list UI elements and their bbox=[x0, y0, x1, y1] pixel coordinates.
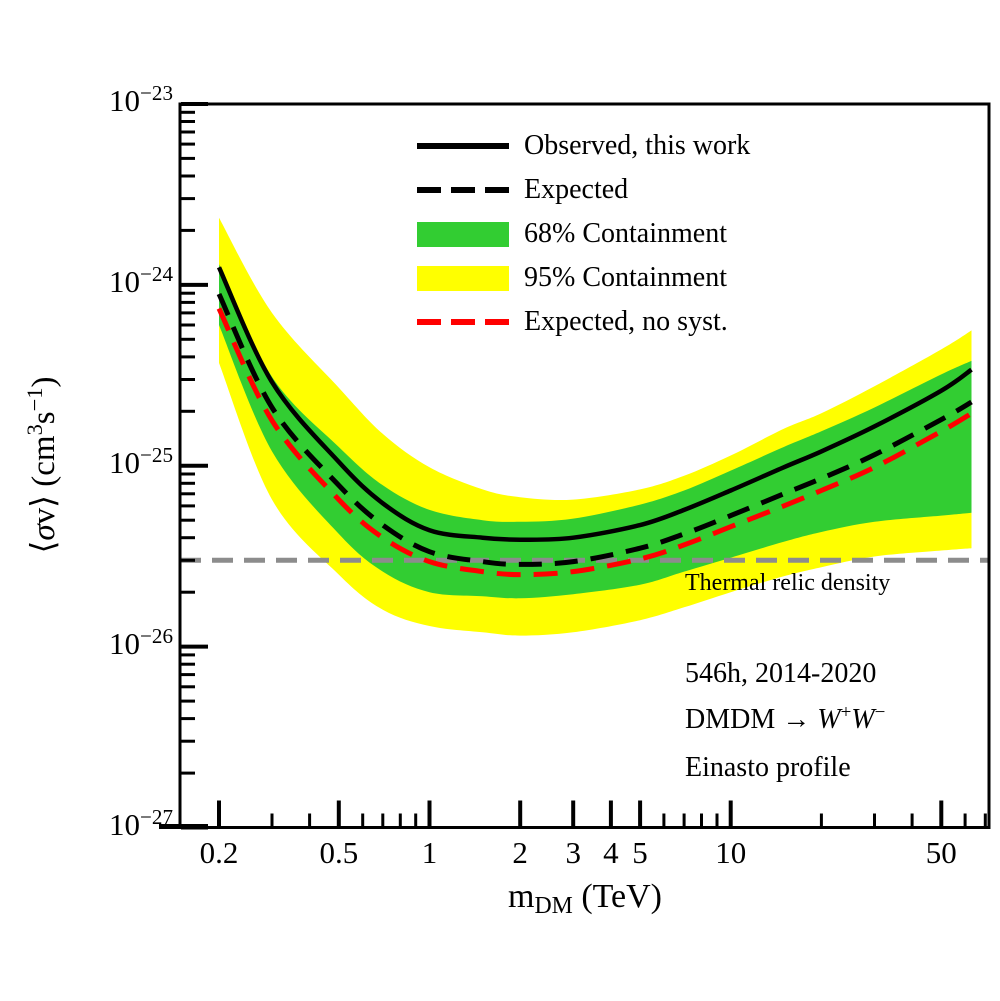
legend-label: Expected bbox=[524, 174, 629, 205]
label-segment: ⟨ bbox=[23, 540, 62, 554]
legend-swatch-line bbox=[417, 319, 509, 325]
label-segment: W bbox=[817, 704, 841, 735]
curve-path bbox=[216, 266, 973, 542]
y-tick-label: 10−24 bbox=[109, 261, 173, 299]
legend: Observed, this work Expected 68% Containme… bbox=[417, 124, 750, 344]
y-tick-label: 10−25 bbox=[109, 442, 173, 480]
label-segment: s bbox=[26, 411, 62, 425]
label-segment: → bbox=[782, 704, 818, 735]
label-segment: (cm bbox=[26, 435, 62, 495]
legend-item: 68% Containment bbox=[417, 212, 750, 256]
channel-annotation: DMDM → W+W− bbox=[685, 702, 886, 736]
label-segment: v bbox=[26, 507, 62, 525]
label-segment: DMDM bbox=[685, 704, 783, 735]
thermal-relic-label: Thermal relic density bbox=[685, 570, 891, 596]
label-segment: ) bbox=[26, 376, 62, 388]
y-tick-label: 10−27 bbox=[109, 804, 173, 842]
legend-label: Expected, no syst. bbox=[524, 306, 728, 337]
label-segment: ⟩ bbox=[23, 494, 62, 508]
label-segment: −1 bbox=[22, 387, 48, 412]
x-tick-label: 10 bbox=[715, 835, 747, 870]
label-segment: σ bbox=[26, 524, 62, 541]
plot-frame bbox=[178, 102, 991, 829]
x-tick-label: 4 bbox=[603, 835, 619, 870]
y-axis-label: ⟨σv⟩ (cm3s−1) bbox=[22, 263, 67, 667]
legend-label: 68% Containment bbox=[524, 218, 727, 249]
legend-item: Expected bbox=[417, 168, 750, 212]
label-segment: DM bbox=[534, 893, 573, 920]
curve-path bbox=[216, 292, 973, 567]
legend-label: 95% Containment bbox=[524, 262, 727, 293]
label-segment: 3 bbox=[22, 424, 48, 436]
legend-item: Observed, this work bbox=[417, 124, 750, 168]
label-segment: + bbox=[840, 702, 852, 724]
curve-observed bbox=[216, 266, 973, 542]
band-path bbox=[219, 264, 972, 599]
band-68-containment bbox=[219, 264, 972, 599]
axes-frame bbox=[159, 102, 991, 829]
x-tick-label: 1 bbox=[421, 835, 438, 870]
legend-swatch-box bbox=[417, 265, 509, 291]
x-tick-label: 0.5 bbox=[319, 835, 359, 870]
x-tick-label: 2 bbox=[512, 835, 528, 870]
legend-item: 95% Containment bbox=[417, 256, 750, 300]
profile-annotation: Einasto profile bbox=[685, 752, 851, 783]
legend-swatch-box bbox=[417, 221, 509, 247]
exposure-annotation: 546h, 2014-2020 bbox=[685, 658, 877, 689]
legend-item: Expected, no syst. bbox=[417, 300, 750, 344]
label-segment: m bbox=[508, 878, 535, 915]
x-tick-label: 5 bbox=[632, 835, 648, 870]
x-tick-label: 3 bbox=[565, 835, 581, 870]
label-segment: (TeV) bbox=[572, 878, 662, 915]
legend-swatch-line bbox=[417, 187, 509, 193]
x-axis-label: mDM (TeV) bbox=[385, 878, 785, 920]
legend-label: Observed, this work bbox=[524, 130, 751, 161]
curve-path bbox=[216, 307, 973, 578]
curve-expected-nosyst bbox=[216, 307, 973, 578]
x-tick-label: 0.2 bbox=[199, 835, 239, 870]
legend-swatch-line bbox=[417, 143, 509, 149]
y-tick-label: 10−23 bbox=[109, 81, 173, 118]
label-segment: W bbox=[851, 704, 875, 735]
y-tick-label: 10−26 bbox=[109, 623, 173, 661]
x-tick-label: 50 bbox=[925, 835, 957, 870]
label-segment: − bbox=[874, 702, 886, 724]
curve-expected bbox=[216, 292, 973, 567]
